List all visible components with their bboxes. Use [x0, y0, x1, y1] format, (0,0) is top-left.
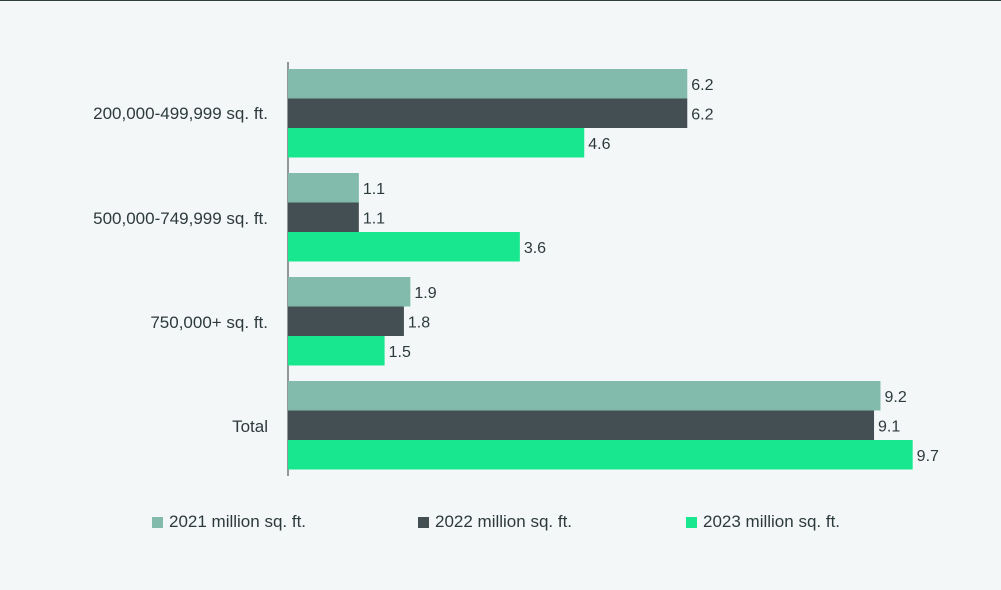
bar — [288, 336, 385, 366]
bar-value-label: 1.5 — [389, 344, 411, 361]
legend: 2021 million sq. ft. 2022 million sq. ft… — [0, 512, 1001, 536]
bar — [288, 306, 404, 336]
bar — [288, 232, 520, 262]
bar-value-label: 6.2 — [691, 106, 713, 123]
legend-item-2022: 2022 million sq. ft. — [418, 512, 572, 532]
bar-value-label: 1.1 — [363, 210, 385, 227]
bar — [288, 410, 875, 440]
top-border-line — [0, 0, 1001, 1]
legend-item-2021: 2021 million sq. ft. — [152, 512, 306, 532]
bar-value-label: 1.1 — [363, 181, 385, 198]
bar — [288, 69, 688, 99]
bar — [288, 277, 411, 307]
category-labels: 200,000-499,999 sq. ft. 500,000-749,999 s… — [93, 104, 268, 436]
legend-label-2021: 2021 million sq. ft. — [169, 512, 307, 531]
legend-swatch-2021 — [152, 516, 163, 528]
value-labels: 6.2 6.2 4.6 1.1 1.1 3.6 1.9 1.8 1.5 9.2 9.1 9.7 — [363, 77, 939, 465]
bar — [288, 173, 359, 203]
bar — [288, 440, 913, 470]
bar-value-label: 1.8 — [408, 314, 430, 331]
legend-label-2022: 2022 million sq. ft. — [435, 512, 573, 531]
legend-swatch-2023 — [686, 516, 697, 528]
bar-value-label: 6.2 — [691, 77, 713, 94]
bar-value-label: 9.1 — [878, 418, 900, 435]
category-label: 200,000-499,999 sq. ft. — [93, 104, 268, 123]
legend-label-2023: 2023 million sq. ft. — [703, 512, 841, 531]
bar-value-label: 9.7 — [917, 448, 939, 465]
bar — [288, 128, 585, 158]
legend-item-2023: 2023 million sq. ft. — [686, 512, 840, 532]
bar — [288, 381, 881, 411]
bar-value-label: 1.9 — [414, 285, 436, 302]
category-label: 750,000+ sq. ft. — [150, 313, 268, 332]
bar-value-label: 3.6 — [524, 240, 546, 257]
category-label: 500,000-749,999 sq. ft. — [93, 209, 268, 228]
bar-value-label: 9.2 — [884, 389, 906, 406]
category-label: Total — [232, 417, 268, 436]
bars-group — [288, 69, 913, 470]
legend-swatch-2022 — [418, 516, 429, 528]
bar — [288, 202, 359, 232]
bar-value-label: 4.6 — [588, 136, 610, 153]
bar — [288, 98, 688, 128]
